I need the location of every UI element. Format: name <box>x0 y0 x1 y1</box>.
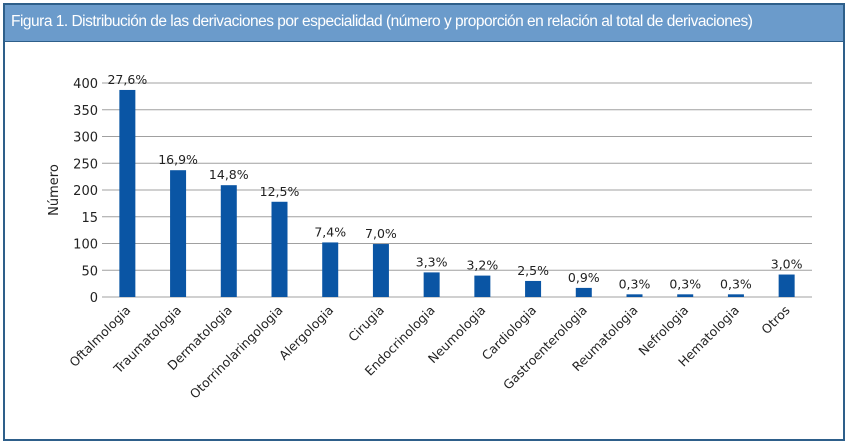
bar-oftalmologia <box>119 89 136 297</box>
y-tick-label: 400 <box>73 77 98 92</box>
data-label: 0,3% <box>669 276 701 291</box>
data-label: 3,2% <box>466 258 498 273</box>
data-label: 7,4% <box>314 224 346 239</box>
bar-hematologia <box>727 294 744 297</box>
bar-neumologia <box>474 275 491 297</box>
data-label: 16,9% <box>158 152 198 167</box>
bar-dermatologia <box>220 185 237 297</box>
y-tick-label: 350 <box>73 104 98 119</box>
x-tick-label: Cirugia <box>345 303 387 345</box>
bar-alergologia <box>322 242 339 297</box>
data-label: 3,0% <box>771 257 803 272</box>
bar-otorrinolaringologia <box>271 201 288 297</box>
figure-title: Figura 1. Distribución de las derivacion… <box>11 13 753 30</box>
data-label: 0,3% <box>720 276 752 291</box>
y-tick-label: 50 <box>81 264 98 279</box>
bar-traumatologia <box>170 170 187 297</box>
bar-cirugia <box>372 244 389 297</box>
bar-gastroenterologia <box>575 287 592 297</box>
figure-header: Figura 1. Distribución de las derivacion… <box>5 5 843 42</box>
data-label: 27,6% <box>107 72 147 87</box>
figure-frame: Figura 1. Distribución de las derivacion… <box>3 3 845 441</box>
bar-reumatologia <box>626 294 643 297</box>
x-tick-label: Otros <box>758 303 792 337</box>
y-tick-label: 0 <box>90 291 98 306</box>
data-label: 2,5% <box>517 263 549 278</box>
y-tick-label: 200 <box>73 184 98 199</box>
bar-cardiologia <box>525 280 542 297</box>
bar-nefrologia <box>677 294 694 297</box>
y-tick-label: 100 <box>73 238 98 253</box>
x-tick-label: Alergologia <box>276 303 336 363</box>
data-label: 3,3% <box>416 254 448 269</box>
x-tick-label: Otorrinolaringologia <box>187 303 286 402</box>
data-label: 0,9% <box>568 270 600 285</box>
y-tick-label: 250 <box>73 157 98 172</box>
bar-endocrinologia <box>423 272 440 297</box>
data-label: 0,3% <box>619 276 651 291</box>
y-axis-label: Número <box>47 164 62 216</box>
y-tick-label: 15 <box>81 211 98 226</box>
data-label: 7,0% <box>365 226 397 241</box>
bar-otros <box>778 274 795 297</box>
data-label: 12,5% <box>260 184 300 199</box>
y-tick-label: 300 <box>73 131 98 146</box>
x-tick-label: Gastroenterologia <box>500 303 590 393</box>
data-label: 14,8% <box>209 167 249 182</box>
